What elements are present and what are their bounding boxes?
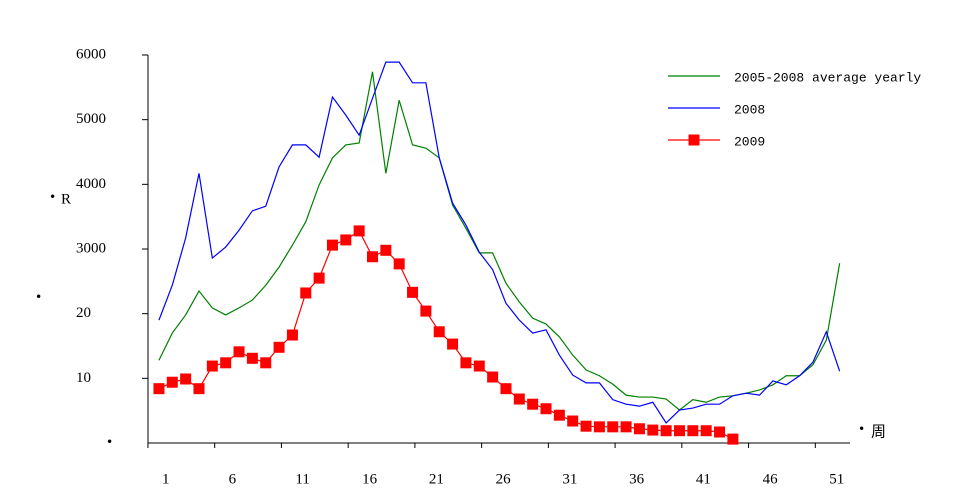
marker [580, 420, 592, 432]
marker [300, 287, 312, 299]
y-tick-label: 10 [76, 370, 91, 386]
marker [473, 360, 485, 372]
bullet: • [107, 434, 112, 450]
y-tick-label: 4000 [76, 176, 106, 192]
marker [513, 393, 525, 405]
y-tick-label: 6000 [76, 46, 106, 62]
x-tick-label: 41 [696, 471, 711, 487]
marker [460, 357, 472, 369]
marker [540, 403, 552, 415]
x-tick-label: 11 [295, 471, 309, 487]
x-tick-label: 51 [829, 471, 844, 487]
x-tick-label: 26 [496, 471, 512, 487]
marker [407, 286, 419, 298]
marker [367, 251, 379, 263]
y-tick-label: 3000 [76, 240, 106, 256]
y-tick-label: 5000 [76, 111, 106, 127]
marker [607, 421, 619, 433]
x-tick-label: 31 [562, 471, 577, 487]
marker [527, 398, 539, 410]
marker [340, 234, 352, 246]
x-tick-label: 46 [763, 471, 779, 487]
legend: 2005-2008 average yearly 2008 2009 [668, 70, 921, 149]
marker [433, 326, 445, 338]
marker [153, 383, 165, 395]
series-line [158, 61, 841, 424]
x-tick-label: 21 [429, 471, 444, 487]
legend-label: 2008 [734, 102, 765, 117]
marker [193, 383, 205, 395]
marker [727, 433, 739, 445]
marker [593, 421, 605, 433]
bullet: • [859, 421, 864, 437]
x-tick-label: 6 [229, 471, 237, 487]
marker [420, 305, 432, 317]
marker [687, 425, 699, 437]
bullet: • [50, 189, 55, 205]
legend-marker [688, 134, 700, 146]
series-line [158, 71, 841, 411]
marker [206, 360, 218, 372]
marker [500, 383, 512, 395]
marker [673, 425, 685, 437]
marker [260, 357, 272, 369]
marker [313, 272, 325, 284]
marker [633, 423, 645, 435]
bullet: • [36, 289, 41, 305]
x-tick-label: 36 [629, 471, 645, 487]
marker [166, 376, 178, 388]
marker [567, 415, 579, 427]
marker [326, 239, 338, 251]
marker [393, 258, 405, 270]
marker [647, 424, 659, 436]
marker [180, 373, 192, 385]
marker [353, 225, 365, 237]
marker [380, 244, 392, 256]
marker [714, 426, 726, 438]
series-line [158, 230, 734, 440]
x-tick-label: 16 [362, 471, 378, 487]
y-axis-label: R [61, 191, 71, 207]
marker [447, 338, 459, 350]
x-axis-label: 周 [871, 423, 886, 440]
marker [273, 341, 285, 353]
marker [286, 329, 298, 341]
x-tick-label: 1 [162, 471, 170, 487]
marker [620, 421, 632, 433]
legend-label: 2005-2008 average yearly [734, 70, 921, 85]
marker [233, 346, 245, 358]
marker [220, 357, 232, 369]
y-tick-label: 20 [76, 305, 91, 321]
marker [487, 371, 499, 383]
marker [660, 425, 672, 437]
legend-label: 2009 [734, 134, 765, 149]
marker [553, 409, 565, 421]
marker [246, 352, 258, 364]
marker [700, 425, 712, 437]
